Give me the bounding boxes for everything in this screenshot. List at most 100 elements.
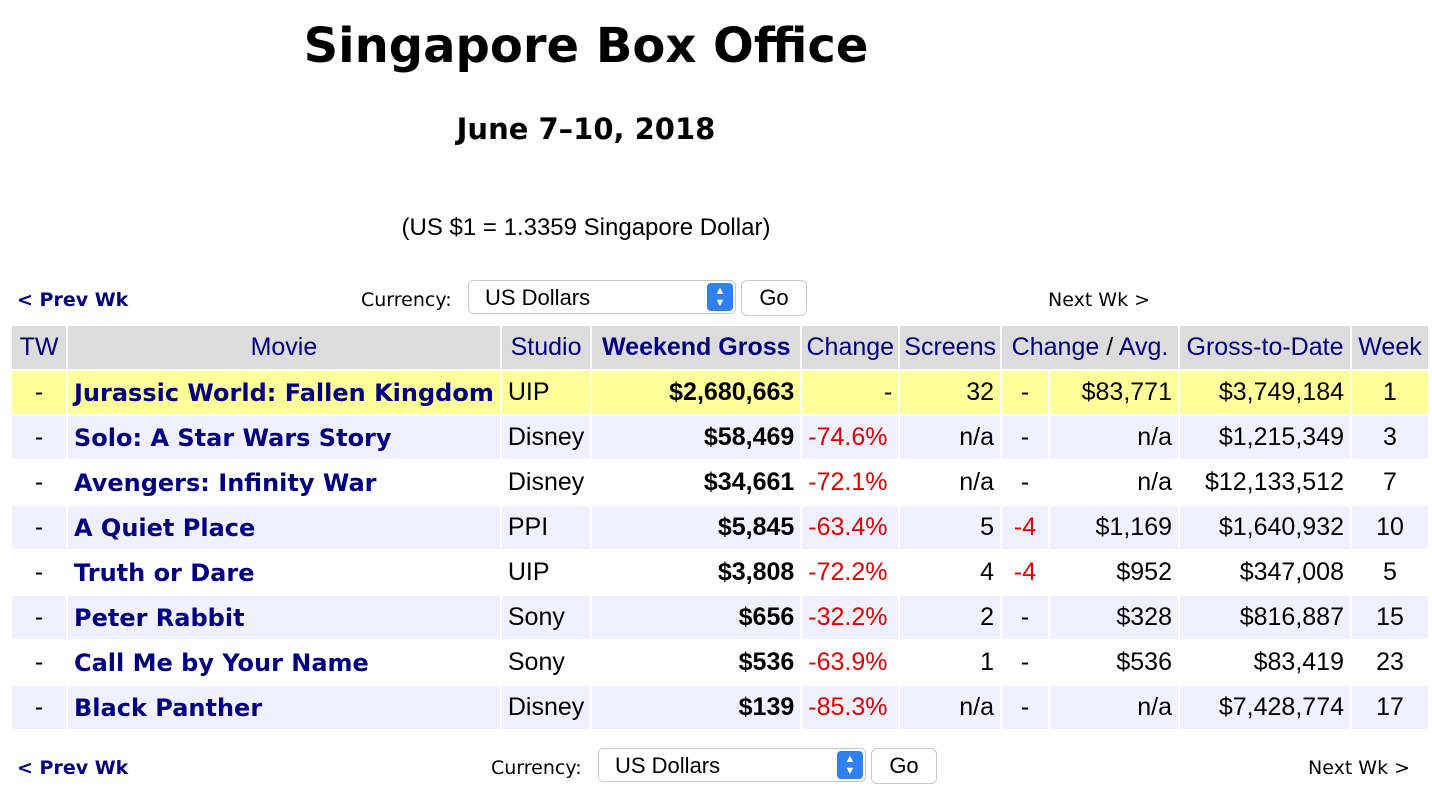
gross-to-date-cell: $1,640,932 — [1180, 506, 1350, 549]
average-cell: n/a — [1050, 461, 1178, 504]
header-gross-to-date[interactable]: Gross-to-Date — [1180, 326, 1350, 369]
box-office-table: TW Movie Studio Weekend Gross Change Scr… — [10, 324, 1430, 731]
header-avg[interactable]: Avg. — [1118, 333, 1169, 361]
studio-cell: Sony — [501, 596, 591, 639]
gross-change-cell: -63.4% — [802, 506, 899, 549]
movie-title-link[interactable]: Jurassic World: Fallen Kingdom — [68, 371, 500, 414]
screen-change-cell: - — [1002, 596, 1048, 639]
screen-change-cell: -4 — [1002, 551, 1048, 594]
rank-cell: - — [12, 641, 66, 684]
weekend-gross-cell: $2,680,663 — [592, 371, 801, 414]
average-cell: $536 — [1050, 641, 1178, 684]
studio-cell: UIP — [501, 551, 591, 594]
gross-to-date-cell: $83,419 — [1180, 641, 1350, 684]
week-cell: 7 — [1352, 461, 1428, 504]
weekend-gross-cell: $58,469 — [592, 416, 801, 459]
rank-cell: - — [12, 371, 66, 414]
gross-change-cell: -74.6% — [802, 416, 899, 459]
screen-change-cell: - — [1002, 461, 1048, 504]
average-cell: n/a — [1050, 686, 1178, 729]
table-row: - Solo: A Star Wars Story Disney $58,469 -74… — [12, 416, 1428, 459]
header-studio[interactable]: Studio — [501, 326, 591, 369]
gross-change-cell: -85.3% — [802, 686, 899, 729]
screen-change-cell: - — [1002, 371, 1048, 414]
rank-cell: - — [12, 551, 66, 594]
week-cell: 5 — [1352, 551, 1428, 594]
currency-select-bottom[interactable]: US Dollars ▲ ▼ — [598, 748, 866, 782]
gross-change-cell: -32.2% — [802, 596, 899, 639]
week-cell: 23 — [1352, 641, 1428, 684]
header-screen-change[interactable]: Change — [1011, 333, 1100, 361]
gross-to-date-cell: $1,215,349 — [1180, 416, 1350, 459]
table-row: - Avengers: Infinity War Disney $34,661 -72.… — [12, 461, 1428, 504]
screens-cell: 4 — [900, 551, 1000, 594]
average-cell: $328 — [1050, 596, 1178, 639]
table-row: - Truth or Dare UIP $3,808 -72.2% 4 -4 $952 $347… — [12, 551, 1428, 594]
header-movie[interactable]: Movie — [68, 326, 500, 369]
gross-change-cell: -72.1% — [802, 461, 899, 504]
week-cell: 3 — [1352, 416, 1428, 459]
header-change-avg: Change / Avg. — [1002, 326, 1178, 369]
go-button-bottom[interactable]: Go — [871, 748, 937, 784]
table-row: -A Quiet Place PPI $5,845 -63.4% 5 -4 $1,169 $1… — [12, 506, 1428, 549]
studio-cell: UIP — [501, 371, 591, 414]
table-row: - Jurassic World: Fallen Kingdom UIP $2,680… — [12, 371, 1428, 414]
rank-cell: - — [12, 461, 66, 504]
average-cell: n/a — [1050, 416, 1178, 459]
average-cell: $83,771 — [1050, 371, 1178, 414]
header-screens[interactable]: Screens — [900, 326, 1000, 369]
go-button[interactable]: Go — [741, 280, 807, 316]
weekend-gross-cell: $34,661 — [592, 461, 801, 504]
rank-cell: - — [12, 686, 66, 729]
prev-week-link[interactable]: < Prev Wk — [17, 289, 129, 311]
screens-cell: 32 — [900, 371, 1000, 414]
movie-title-link[interactable]: Avengers: Infinity War — [68, 461, 500, 504]
screens-cell: 2 — [900, 596, 1000, 639]
gross-to-date-cell: $816,887 — [1180, 596, 1350, 639]
screens-cell: 1 — [900, 641, 1000, 684]
gross-to-date-cell: $12,133,512 — [1180, 461, 1350, 504]
gross-to-date-cell: $3,749,184 — [1180, 371, 1350, 414]
page-title: Singapore Box Office — [303, 18, 869, 74]
screen-change-cell: -4 — [1002, 506, 1048, 549]
studio-cell: Sony — [501, 641, 591, 684]
currency-label-bottom: Currency: — [491, 757, 582, 779]
studio-cell: Disney — [501, 416, 591, 459]
table-row: - Black Panther Disney $139 -85.3% n/a - n/a $7,… — [12, 686, 1428, 729]
gross-to-date-cell: $7,428,774 — [1180, 686, 1350, 729]
movie-title-link[interactable]: Black Panther — [68, 686, 500, 729]
header-weekend-gross[interactable]: Weekend Gross — [592, 326, 801, 369]
weekend-gross-cell: $139 — [592, 686, 801, 729]
header-tw[interactable]: TW — [12, 326, 66, 369]
screens-cell: n/a — [900, 416, 1000, 459]
studio-cell: Disney — [501, 686, 591, 729]
studio-cell: Disney — [501, 461, 591, 504]
nav-row-top: < Prev Wk Currency: US Dollars ▲ ▼ Go Nex… — [0, 278, 1432, 322]
movie-title-link[interactable]: A Quiet Place — [68, 506, 500, 549]
next-week-link-bottom[interactable]: Next Wk > — [1308, 757, 1411, 779]
currency-select-value-bottom: US Dollars — [615, 753, 721, 778]
table-header-row: TW Movie Studio Weekend Gross Change Scr… — [12, 326, 1428, 369]
rank-cell: - — [12, 596, 66, 639]
header-week[interactable]: Week — [1352, 326, 1428, 369]
movie-title-link[interactable]: Call Me by Your Name — [68, 641, 500, 684]
week-cell: 15 — [1352, 596, 1428, 639]
prev-week-link-bottom[interactable]: < Prev Wk — [17, 757, 129, 779]
screens-cell: 5 — [900, 506, 1000, 549]
movie-title-link[interactable]: Solo: A Star Wars Story — [68, 416, 500, 459]
screen-change-cell: - — [1002, 686, 1048, 729]
rank-cell: - — [12, 506, 66, 549]
date-range: June 7–10, 2018 — [456, 112, 716, 146]
header-change[interactable]: Change — [802, 326, 899, 369]
rank-cell: - — [12, 416, 66, 459]
gross-change-cell: -72.2% — [802, 551, 899, 594]
next-week-link[interactable]: Next Wk > — [1048, 289, 1151, 311]
average-cell: $952 — [1050, 551, 1178, 594]
movie-title-link[interactable]: Peter Rabbit — [68, 596, 500, 639]
table-row: - Peter Rabbit Sony $656 -32.2% 2- $328 $816,88… — [12, 596, 1428, 639]
nav-row-bottom: < Prev Wk Currency: US Dollars ▲ ▼ Go Nex… — [0, 746, 1432, 790]
currency-select[interactable]: US Dollars ▲ ▼ — [468, 280, 736, 314]
movie-title-link[interactable]: Truth or Dare — [68, 551, 500, 594]
screens-cell: n/a — [900, 461, 1000, 504]
screens-cell: n/a — [900, 686, 1000, 729]
